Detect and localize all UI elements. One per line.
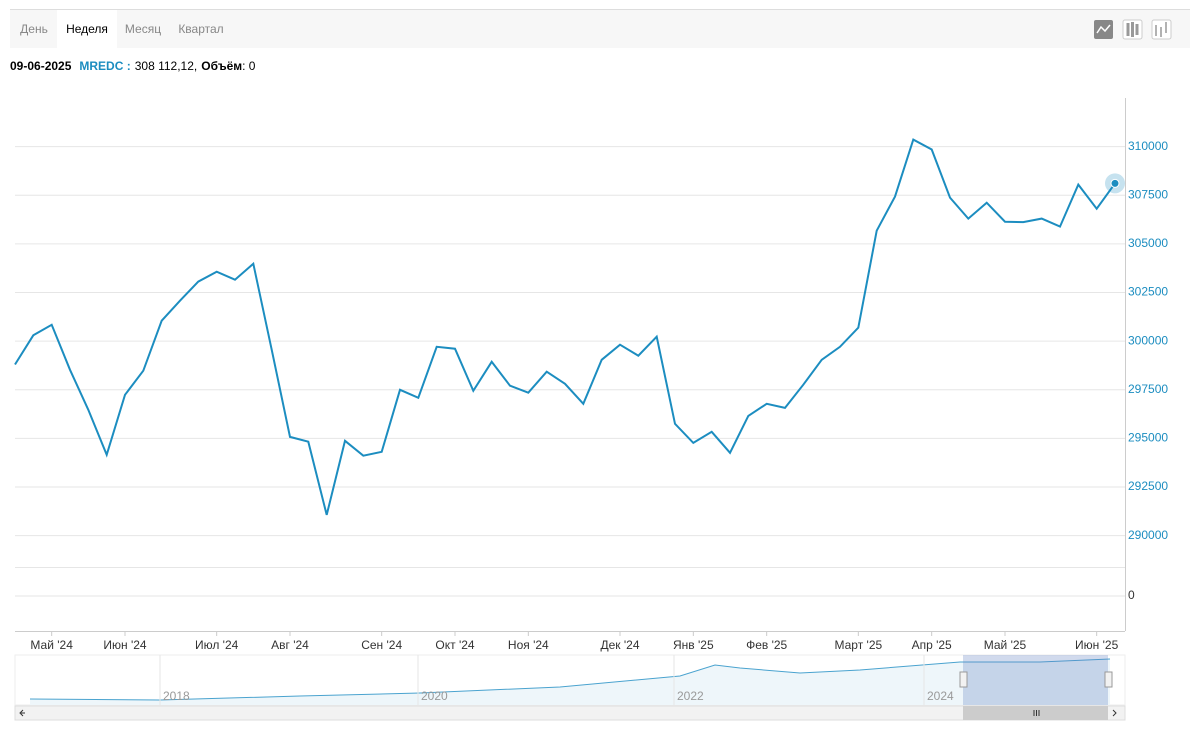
x-tick-label: Март '25 <box>834 638 882 652</box>
navigator-labels: 2018 2020 2022 2024 <box>159 655 954 705</box>
scrollbar-thumb[interactable] <box>963 706 1108 720</box>
y-tick-label: 307500 <box>1128 187 1168 201</box>
y-tick-label: 295000 <box>1128 431 1168 445</box>
header-volume-label: Объём <box>201 59 242 73</box>
tabs: День Неделя Месяц Квартал <box>20 10 224 48</box>
y-tick-label: 302500 <box>1128 285 1168 299</box>
scroll-left-arrow[interactable] <box>19 709 25 717</box>
header-volume: : 0 <box>242 59 256 73</box>
y-tick-label: 305000 <box>1128 236 1168 250</box>
toolbar <box>10 10 1190 48</box>
navigator-area <box>30 659 1110 705</box>
line-icon-glyph <box>1096 24 1111 34</box>
y-tick-label: 300000 <box>1128 333 1168 347</box>
x-tick-label: Окт '24 <box>435 638 475 652</box>
x-tick-label: Июл '24 <box>195 638 239 652</box>
navigator-label: 2020 <box>421 689 448 703</box>
x-tick-label: Сен '24 <box>361 638 402 652</box>
volume-tick-label: 0 <box>1128 588 1135 602</box>
navigator-handle-left[interactable] <box>959 671 968 688</box>
y-tick-label: 297500 <box>1128 382 1168 396</box>
last-point <box>1110 178 1120 188</box>
navigator-line <box>29 658 1111 701</box>
y-tick-label: 292500 <box>1128 479 1168 493</box>
x-tick-label: Май '25 <box>984 638 1027 652</box>
x-tick-label: Янв '25 <box>673 638 714 652</box>
x-tick-label: Ноя '24 <box>508 638 549 652</box>
navigator-label: 2018 <box>163 689 190 703</box>
navigator-label: 2024 <box>927 689 954 703</box>
tab[interactable]: Месяц <box>125 22 161 36</box>
header-date: 09-06-2025 <box>10 59 72 73</box>
price-line <box>14 138 1116 516</box>
navigator-label: 2022 <box>677 689 704 703</box>
tab[interactable]: Квартал <box>178 22 223 36</box>
candle-icon-glyph <box>1126 22 1139 37</box>
header-line: 09-06-2025 MREDC : 308 112,12, Объём: 0 <box>10 59 256 73</box>
scrollbar-grip <box>1033 710 1040 716</box>
x-tick-label: Дек '24 <box>600 638 639 652</box>
scrollbar-track[interactable] <box>14 705 1126 721</box>
x-tick-label: Фев '25 <box>746 638 787 652</box>
y-tick-label: 290000 <box>1128 528 1168 542</box>
header-value: 308 112,12, <box>135 59 198 73</box>
tab[interactable]: Неделя <box>66 22 108 36</box>
navigator-selection[interactable] <box>963 655 1108 705</box>
tab-active-bg <box>57 10 117 48</box>
header-series: MREDC : <box>79 59 130 73</box>
chart-type-icons <box>1094 19 1172 40</box>
x-tick-label: Авг '24 <box>271 638 309 652</box>
x-tick-label: Июн '24 <box>103 638 147 652</box>
tab[interactable]: День <box>20 22 48 36</box>
navigator-handle-right[interactable] <box>1104 671 1113 688</box>
ohlc-icon-glyph <box>1155 22 1167 37</box>
y-tick-label: 310000 <box>1128 139 1168 153</box>
x-tick-label: Май '24 <box>30 638 73 652</box>
plot: 290000 292500 295000 297500 300000 302500 3050… <box>14 138 1168 652</box>
x-tick-label: Апр '25 <box>912 638 952 652</box>
scroll-right-arrow[interactable] <box>1112 709 1117 717</box>
x-tick-label: Июн '25 <box>1075 638 1119 652</box>
